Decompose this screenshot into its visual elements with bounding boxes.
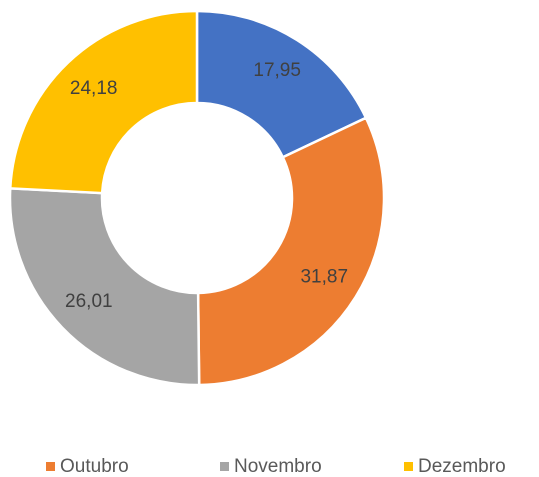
data-label: 26,01 [65,291,113,312]
donut-slice [8,187,201,387]
legend-label: Dezembro [418,456,506,477]
legend-marker [404,462,413,471]
legend-label: Outubro [60,456,129,477]
data-label: 17,95 [253,60,301,81]
legend-marker [46,462,55,471]
donut-slice [195,9,368,159]
donut-slice [196,116,386,387]
legend-marker [220,462,229,471]
data-label: 24,18 [70,78,118,99]
donut-slice [8,9,199,195]
legend-label: Novembro [234,456,322,477]
data-label: 31,87 [300,266,348,287]
